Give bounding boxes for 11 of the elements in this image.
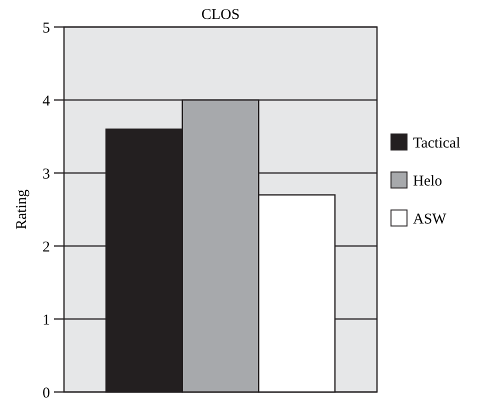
- y-tick-label: 0: [42, 385, 50, 402]
- y-tick-label: 1: [42, 312, 50, 328]
- y-tick-label: 2: [42, 239, 50, 256]
- legend-label: Helo: [413, 173, 442, 190]
- legend-label: ASW: [413, 211, 448, 228]
- legend-label: Tactical: [413, 135, 460, 152]
- chart-title: CLOS: [201, 7, 240, 23]
- y-tick-label: 3: [42, 166, 50, 182]
- y-axis-title: Rating: [14, 189, 30, 230]
- y-tick-label: 5: [42, 20, 50, 36]
- y-tick-label: 4: [42, 93, 50, 110]
